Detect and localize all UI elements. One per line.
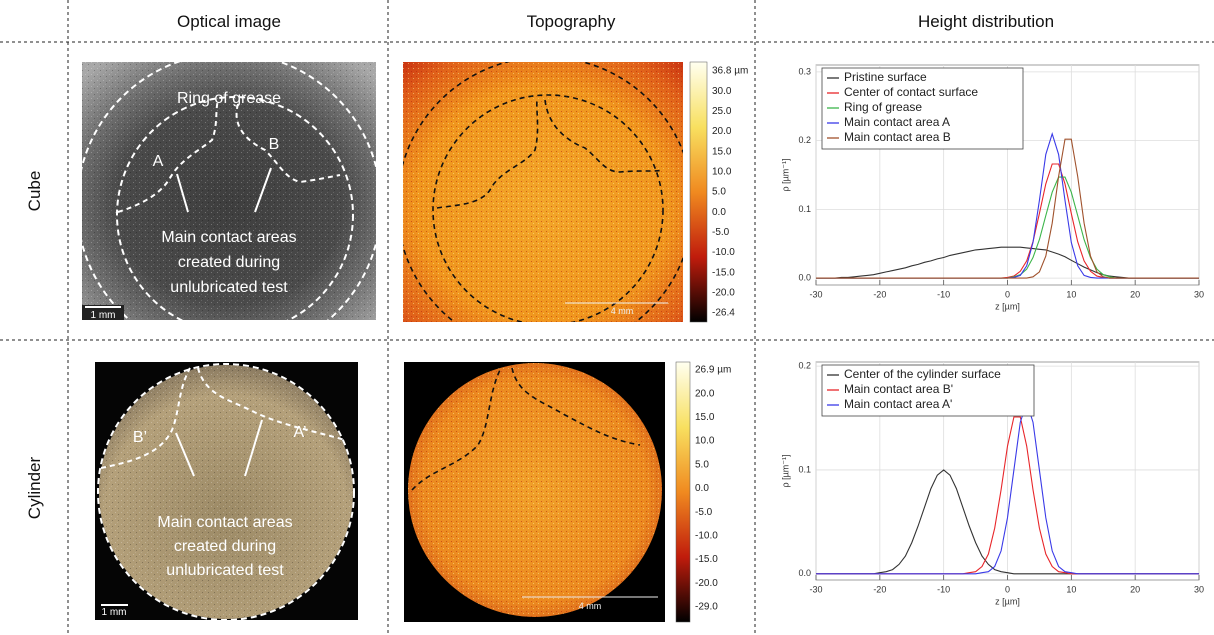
legend-label: Main contact area A xyxy=(844,115,950,129)
annotation: Main contact areas xyxy=(161,229,296,246)
cylinder-optical-image xyxy=(95,362,358,621)
image-label: A xyxy=(153,153,164,170)
x-tick-label: -10 xyxy=(937,289,950,299)
image-label: Ring of grease xyxy=(177,90,281,107)
colorbar xyxy=(689,61,708,323)
x-tick-label: 0 xyxy=(1005,584,1010,594)
x-tick-label: 30 xyxy=(1194,584,1204,594)
legend-label: Main contact area B' xyxy=(844,382,953,396)
colorbar-label: 5.0 xyxy=(695,459,709,470)
legend-label: Main contact area A' xyxy=(844,397,952,411)
x-tick-label: -20 xyxy=(873,289,886,299)
y-tick-label: 0.2 xyxy=(798,135,811,145)
colorbar-label: -10.0 xyxy=(695,531,718,542)
legend-box xyxy=(821,67,1024,150)
colorbar-label: 25.0 xyxy=(712,106,732,117)
image-label: B’ xyxy=(133,429,147,446)
x-tick-label: 20 xyxy=(1130,289,1140,299)
scale-bar-label: 4 mm xyxy=(611,306,634,316)
x-tick-label: 10 xyxy=(1066,289,1076,299)
colorbar-label: 0.0 xyxy=(712,207,726,218)
legend-label: Main contact area B xyxy=(844,130,951,144)
y-axis-label: ρ [µm⁻¹] xyxy=(780,158,790,191)
y-tick-label: 0.0 xyxy=(798,273,811,283)
y-axis-label: ρ [µm⁻¹] xyxy=(780,454,790,487)
colorbar-label: -15.0 xyxy=(695,554,718,565)
column-header: Optical image xyxy=(177,12,281,31)
colorbar-label: 26.9 µm xyxy=(695,365,731,376)
image-label: B xyxy=(269,136,280,153)
annotation: unlubricated test xyxy=(170,279,288,296)
colorbar-label: -10.0 xyxy=(712,247,735,258)
annotation: created during xyxy=(178,254,280,271)
colorbar-label: 0.0 xyxy=(695,483,709,494)
colorbar-label: 36.8 µm xyxy=(712,66,748,77)
annotation: created during xyxy=(174,538,276,555)
data-line xyxy=(816,400,1199,575)
colorbar-label: 10.0 xyxy=(695,436,715,447)
y-tick-label: 0.1 xyxy=(798,204,811,214)
y-tick-label: 0.2 xyxy=(798,361,811,371)
y-tick-label: 0.1 xyxy=(798,464,811,474)
annotation: Main contact areas xyxy=(157,514,292,531)
x-tick-label: -30 xyxy=(809,289,822,299)
legend-label: Center of the cylinder surface xyxy=(844,367,1001,381)
x-tick-label: 10 xyxy=(1066,584,1076,594)
row-header: Cube xyxy=(25,171,44,212)
y-tick-label: 0.3 xyxy=(798,66,811,76)
colorbar-label: 15.0 xyxy=(712,146,732,157)
colorbar-label: 15.0 xyxy=(695,412,715,423)
row-header: Cylinder xyxy=(25,456,44,519)
legend-label: Ring of grease xyxy=(844,100,922,114)
x-tick-label: -30 xyxy=(809,584,822,594)
column-header: Height distribution xyxy=(918,12,1054,31)
legend-label: Center of contact surface xyxy=(844,85,978,99)
legend-label: Pristine surface xyxy=(844,70,927,84)
colorbar xyxy=(675,361,691,623)
x-axis-label: z [µm] xyxy=(995,301,1020,311)
x-tick-label: 20 xyxy=(1130,584,1140,594)
colorbar-label: -5.0 xyxy=(712,227,730,238)
cube-optical-image xyxy=(82,62,376,320)
colorbar-label: -29.0 xyxy=(695,602,718,613)
scale-bar-label: 4 mm xyxy=(579,601,602,611)
x-axis-label: z [µm] xyxy=(995,596,1020,606)
y-tick-label: 0.0 xyxy=(798,568,811,578)
scale-bar-label: 1 mm xyxy=(91,310,116,321)
column-header: Topography xyxy=(527,12,616,31)
data-line xyxy=(816,138,1199,279)
legend-box xyxy=(821,364,1035,417)
x-tick-label: -10 xyxy=(937,584,950,594)
x-tick-label: 0 xyxy=(1005,289,1010,299)
colorbar-label: 10.0 xyxy=(712,166,732,177)
colorbar-label: -15.0 xyxy=(712,267,735,278)
colorbar-label: 20.0 xyxy=(712,126,732,137)
colorbar-label: -5.0 xyxy=(695,507,713,518)
colorbar-label: -26.4 xyxy=(712,308,735,319)
cylinder-topography-image xyxy=(404,362,665,622)
scale-bar-label: 1 mm xyxy=(102,607,127,618)
cube-topography-image xyxy=(403,62,683,322)
colorbar-label: 5.0 xyxy=(712,187,726,198)
image-label: A’ xyxy=(293,424,306,441)
colorbar-label: -20.0 xyxy=(695,578,718,589)
x-tick-label: 30 xyxy=(1194,289,1204,299)
colorbar-label: 20.0 xyxy=(695,388,715,399)
annotation: unlubricated test xyxy=(166,562,284,579)
x-tick-label: -20 xyxy=(873,584,886,594)
colorbar-label: -20.0 xyxy=(712,287,735,298)
colorbar-label: 30.0 xyxy=(712,86,732,97)
